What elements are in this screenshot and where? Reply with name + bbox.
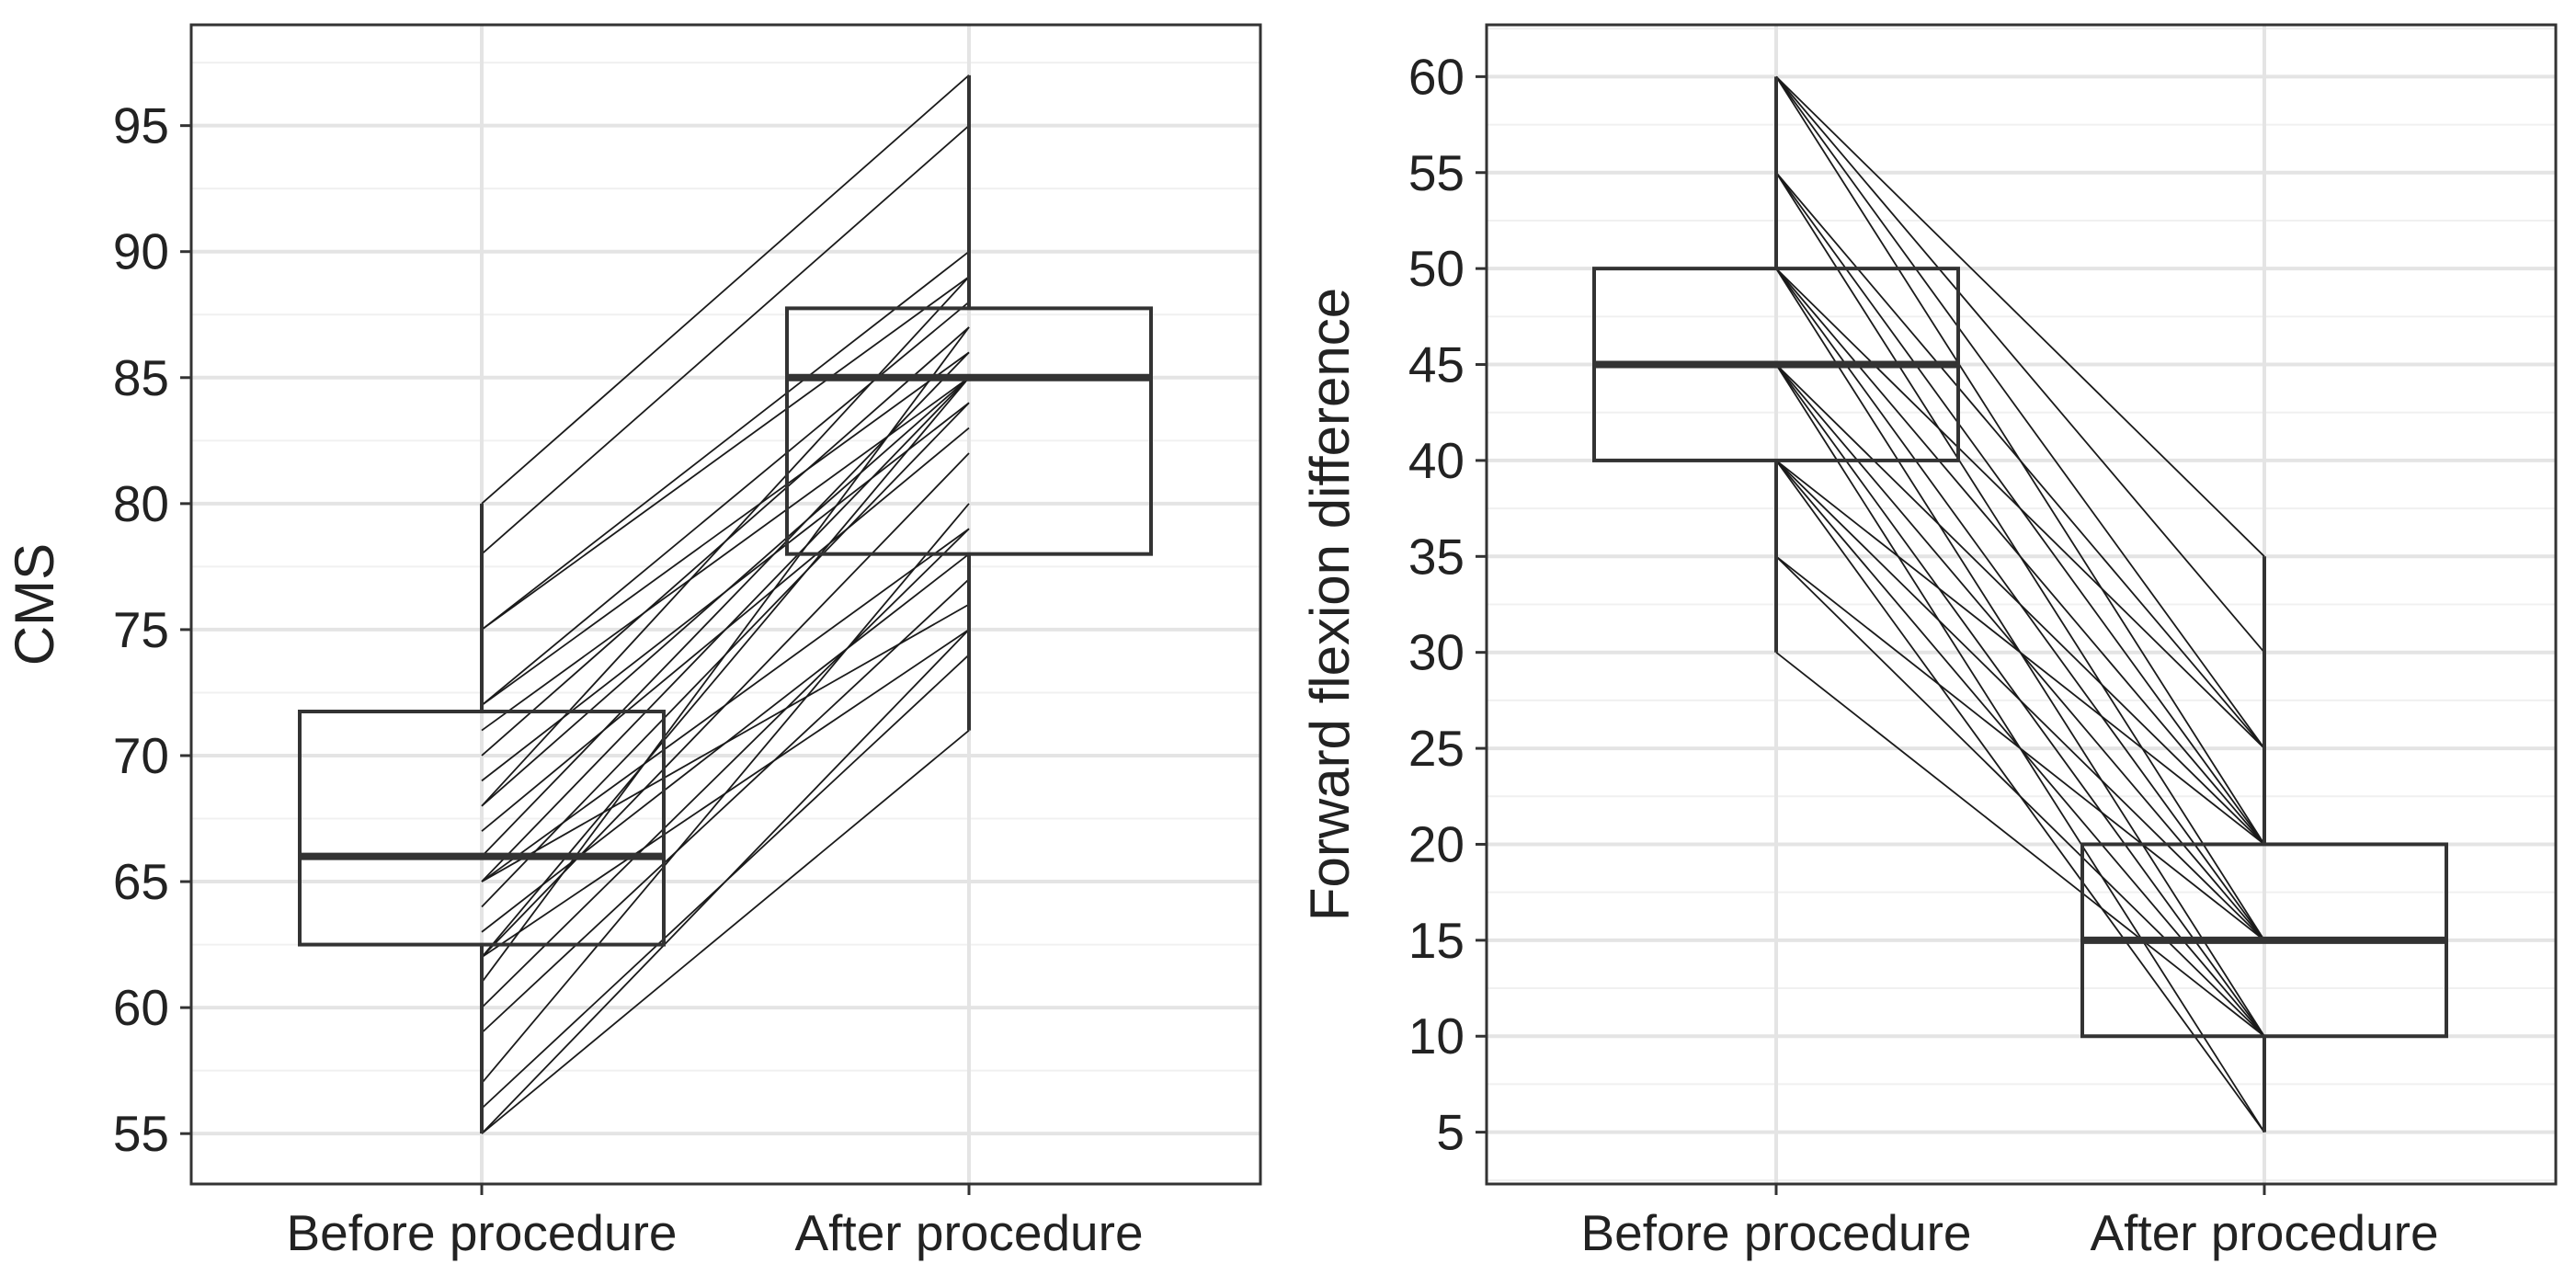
paired-observation-line bbox=[481, 351, 970, 706]
paired-observation-line bbox=[481, 552, 970, 933]
y-tick-label: 5 bbox=[1436, 1104, 1465, 1161]
y-tick-label: 65 bbox=[113, 853, 169, 910]
y-tick-label: 35 bbox=[1408, 528, 1465, 585]
panel-border bbox=[189, 23, 1262, 1186]
y-tick-label: 85 bbox=[113, 349, 169, 406]
y-tick-label: 90 bbox=[113, 223, 169, 280]
x-tick-label: Before procedure bbox=[1581, 1204, 1972, 1261]
paired-observation-line bbox=[481, 276, 970, 807]
y-tick-label: 25 bbox=[1408, 720, 1465, 777]
paired-observation-line bbox=[481, 251, 970, 631]
panel-border bbox=[1485, 23, 2558, 1186]
box-1 bbox=[2080, 556, 2448, 1133]
y-tick-label: 75 bbox=[113, 601, 169, 658]
y-tick-label: 70 bbox=[113, 727, 169, 784]
paired-observation-line bbox=[1775, 75, 2265, 654]
paired-observation-line bbox=[1775, 555, 2265, 1037]
y-tick-label: 30 bbox=[1408, 624, 1465, 681]
y-axis-title: Forward flexion difference bbox=[1299, 288, 1361, 921]
interquartile-box bbox=[785, 306, 1153, 556]
paired-observation-line bbox=[481, 377, 970, 807]
cms-panel: 55 60 65 70 75 80 85 90 95 Before procedure After … bbox=[4, 23, 1262, 1261]
paired-observation-line bbox=[481, 578, 970, 1034]
y-tick-label: 15 bbox=[1408, 912, 1465, 969]
paired-observation-line bbox=[481, 377, 970, 882]
y-tick-label: 45 bbox=[1408, 336, 1465, 393]
x-tick-label: After procedure bbox=[2090, 1204, 2438, 1261]
y-tick-label: 55 bbox=[113, 1105, 169, 1162]
paired-observation-line bbox=[481, 729, 970, 1134]
paired-observation-line bbox=[1775, 268, 2265, 749]
paired-observation-line bbox=[1775, 75, 2265, 749]
box-0 bbox=[298, 503, 666, 1134]
paired-observation-line bbox=[481, 528, 970, 1008]
y-tick-label: 55 bbox=[1408, 144, 1465, 201]
paired-observation-line bbox=[1775, 460, 2265, 941]
interquartile-box bbox=[298, 710, 666, 947]
paired-observation-line bbox=[481, 124, 970, 555]
paired-observation-line bbox=[481, 377, 970, 958]
box-0 bbox=[1592, 76, 1960, 653]
y-tick-label: 80 bbox=[113, 475, 169, 532]
y-tick-label: 20 bbox=[1408, 815, 1465, 872]
y-tick-label: 50 bbox=[1408, 240, 1465, 297]
x-tick-label: After procedure bbox=[794, 1204, 1143, 1261]
paired-observation-line bbox=[481, 276, 970, 631]
paired-observation-line bbox=[481, 503, 970, 1084]
y-tick-label: 95 bbox=[113, 97, 169, 154]
paired-observation-line bbox=[481, 629, 970, 1134]
x-tick-label: Before procedure bbox=[287, 1204, 678, 1261]
y-axis-title: CMS bbox=[4, 543, 65, 666]
y-tick-label: 60 bbox=[113, 979, 169, 1036]
paired-observation-line bbox=[1775, 555, 2265, 941]
forward-flexion-panel: 5 10 15 20 25 30 35 40 45 50 55 60 Before procedure A… bbox=[1299, 23, 2558, 1261]
paired-observation-line bbox=[481, 351, 970, 858]
y-tick-label: 40 bbox=[1408, 432, 1465, 489]
paired-observation-line bbox=[481, 301, 970, 706]
y-tick-label: 60 bbox=[1408, 48, 1465, 105]
y-tick-label: 10 bbox=[1408, 1007, 1465, 1064]
box-1 bbox=[785, 74, 1153, 731]
paired-observation-line bbox=[481, 326, 970, 984]
paired-observation-line bbox=[481, 74, 970, 505]
paired-observation-line bbox=[1775, 460, 2265, 846]
paired-observation-line bbox=[1775, 363, 2265, 846]
paired-observation-line bbox=[1775, 75, 2265, 557]
paired-observation-line bbox=[1775, 651, 2265, 1037]
